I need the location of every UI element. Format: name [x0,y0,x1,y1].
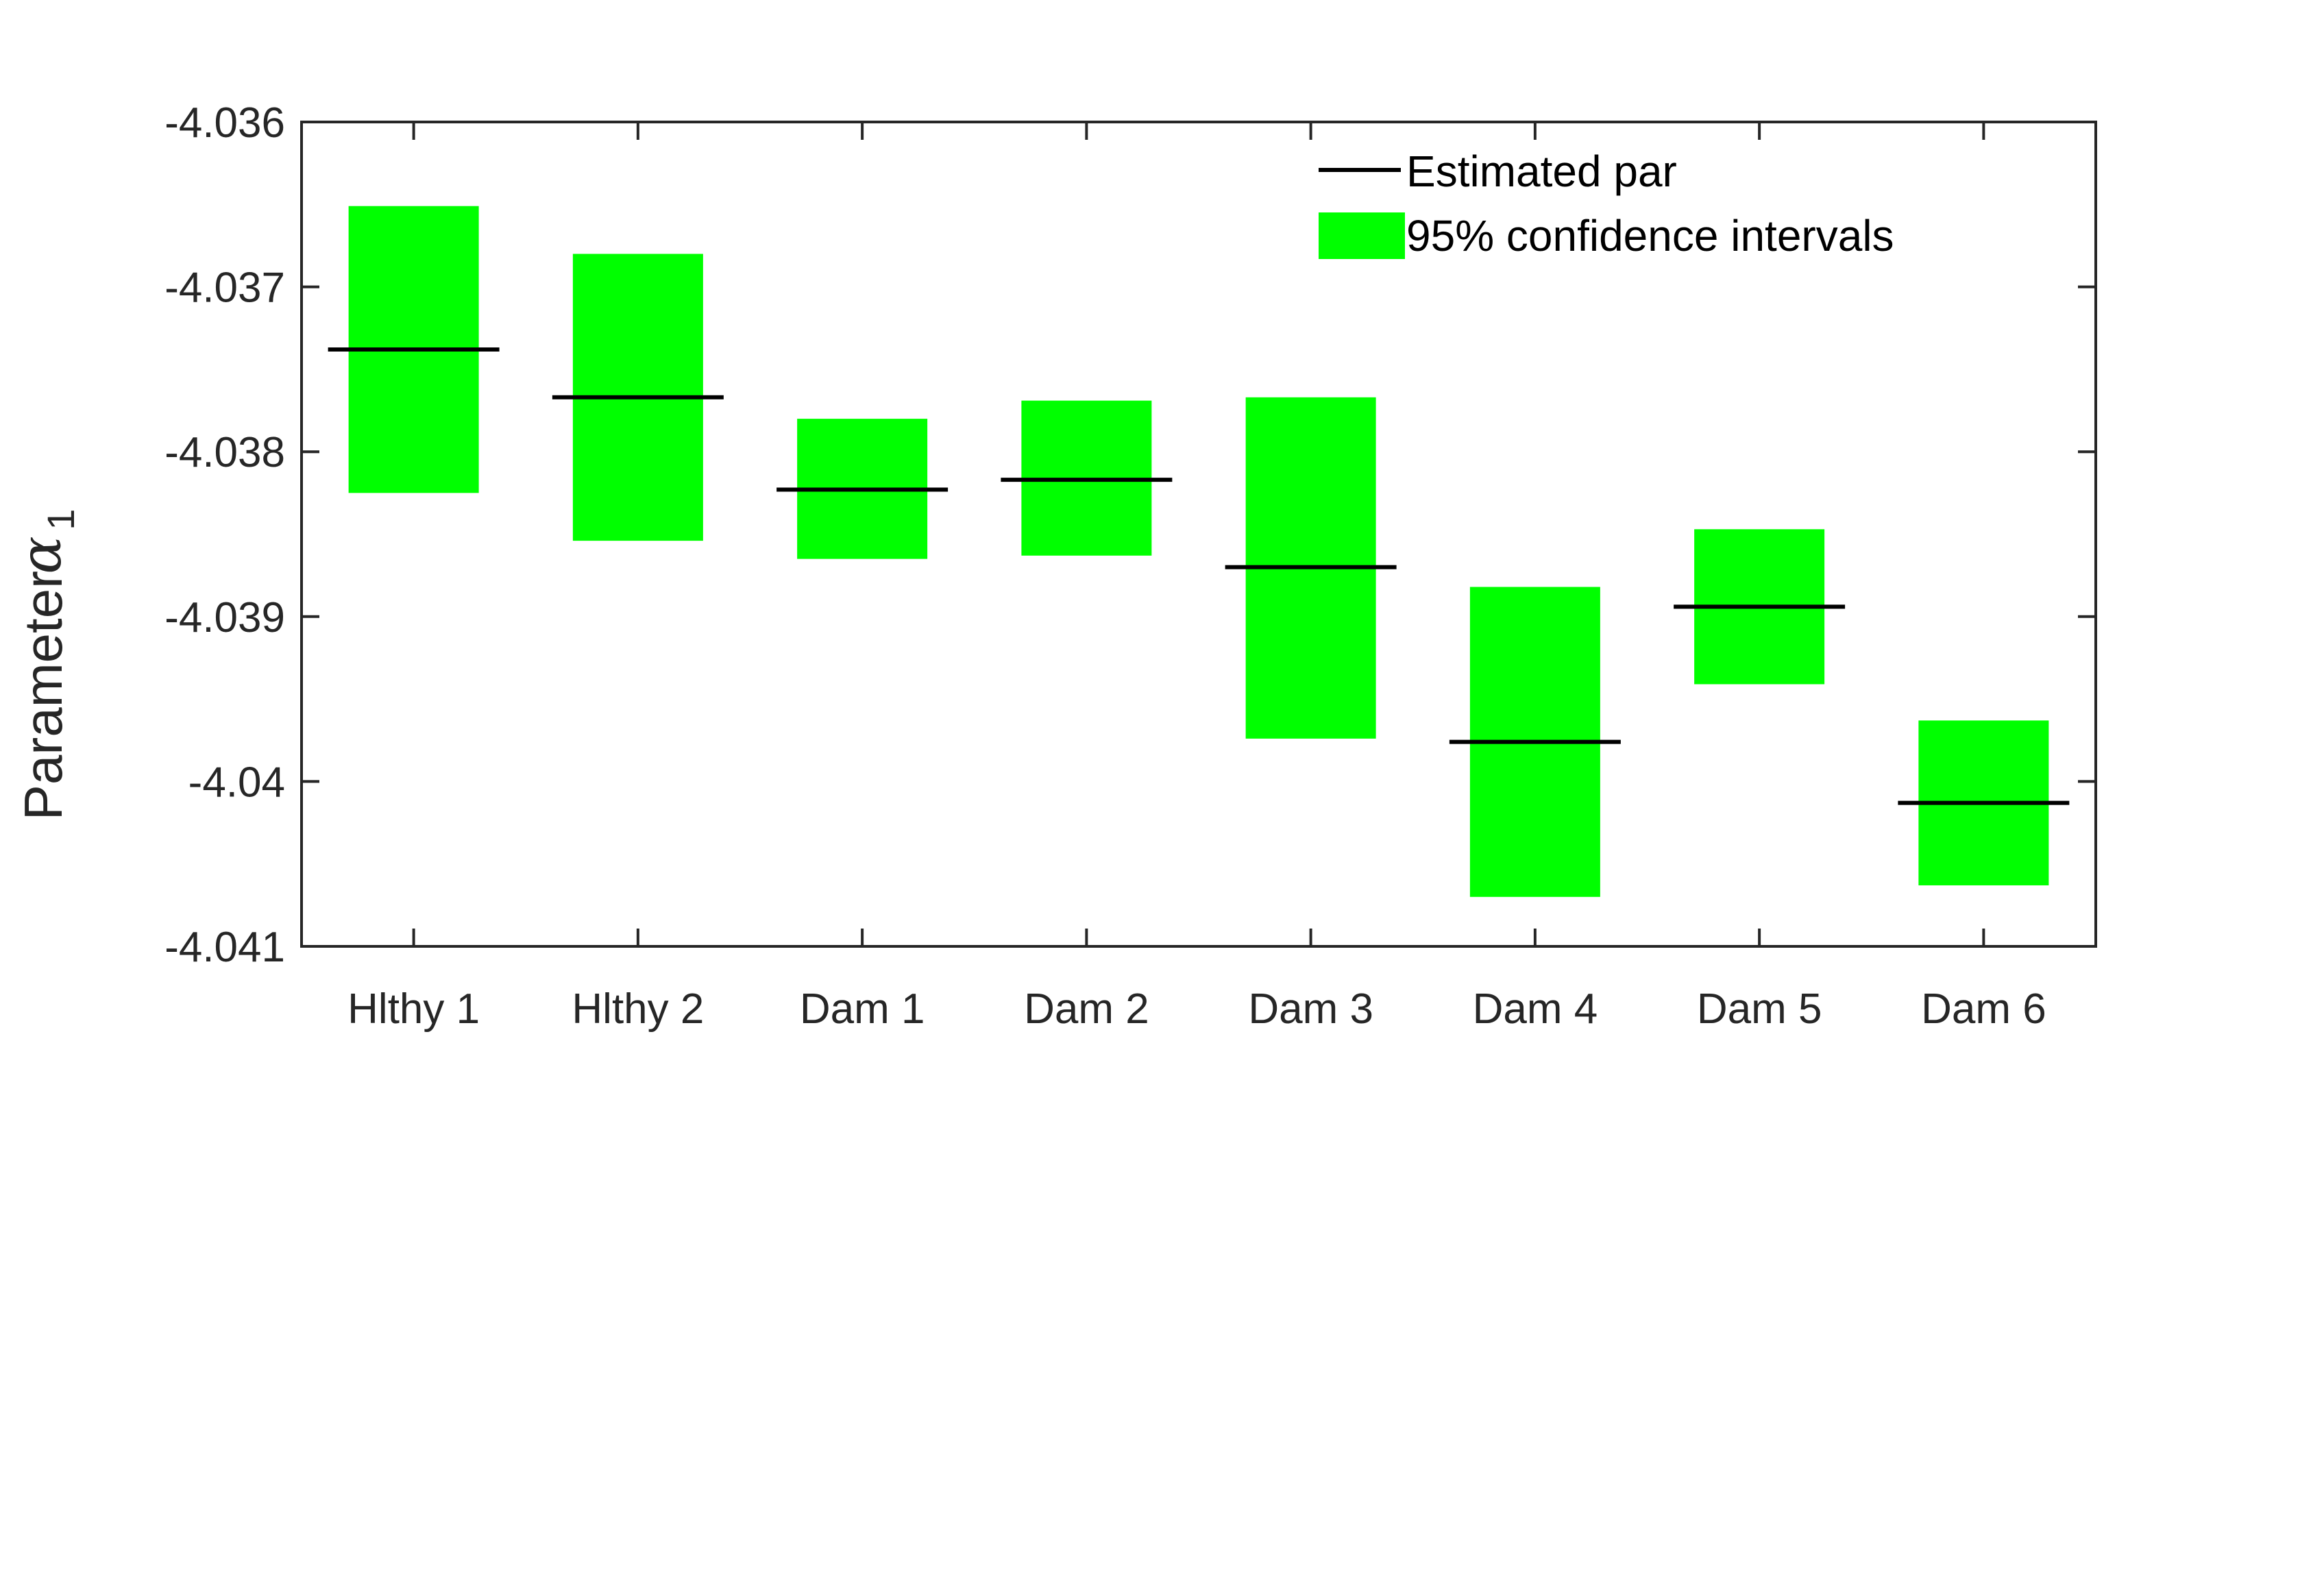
estimate-lines [328,347,2070,805]
legend-box-swatch [1319,212,1405,259]
y-tick-label: -4.04 [188,759,285,806]
y-tick-label: -4.038 [164,429,285,476]
x-tick-label: Dam 2 [1024,985,1149,1033]
y-tick-labels: -4.036 -4.037 -4.038 -4.039 -4.04 -4.041 [164,99,285,971]
y-axis-label-symbol: α [9,536,74,574]
x-tick-label: Hlthy 1 [347,985,480,1033]
y-axis-label-text: Parameter [13,571,73,820]
x-tick-labels: Hlthy 1 Hlthy 2 Dam 1 Dam 2 Dam 3 Dam 4 Dam 5 D… [347,985,2046,1033]
y-tick-label: -4.041 [164,924,285,971]
x-tick-label: Dam 5 [1697,985,1822,1033]
y-axis-label: Parameter α 1 [9,508,82,820]
x-tick-label: Dam 1 [800,985,925,1033]
x-tick-label: Hlthy 2 [572,985,704,1033]
x-tick-label: Dam 4 [1473,985,1598,1033]
x-tick-label: Dam 3 [1248,985,1373,1033]
legend: Estimated par 95% confidence intervals [1319,147,1894,260]
ticks [302,121,2096,948]
legend-label-estimate: Estimated par [1406,147,1677,196]
axes-box [300,121,2097,948]
y-tick-label: -4.039 [164,594,285,641]
y-tick-label: -4.037 [164,265,285,312]
y-tick-label: -4.036 [164,99,285,147]
y-axis-label-subscript: 1 [39,508,82,530]
legend-label-ci: 95% confidence intervals [1406,211,1894,260]
x-tick-label: Dam 6 [1921,985,2046,1033]
